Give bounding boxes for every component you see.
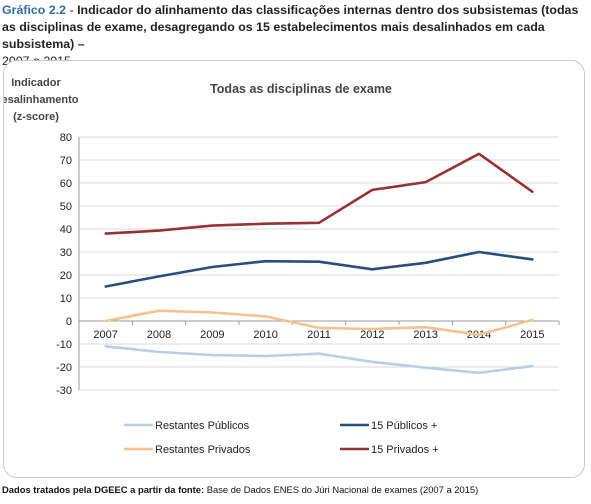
series-line-15-privados-plus xyxy=(104,152,534,235)
x-tick-label: 2007 xyxy=(93,329,117,341)
y-axis: 80 70 60 50 40 30 20 10 0 -10 -20 -30 xyxy=(56,132,80,397)
y-tick-label: -20 xyxy=(56,362,72,374)
legend-label: Restantes Privados xyxy=(155,444,251,456)
x-tick-label: 2013 xyxy=(413,329,437,341)
figure-title: Indicador do alinhamento das classificaç… xyxy=(2,3,579,51)
y-tick-label: 20 xyxy=(60,270,72,282)
y-tick-label: -30 xyxy=(56,385,72,397)
legend-label: 15 Privados + xyxy=(371,444,439,456)
x-tick-label: 2015 xyxy=(520,329,544,341)
x-tick-label: 2009 xyxy=(200,329,224,341)
x-tick-label: 2012 xyxy=(360,329,384,341)
x-tick-label: 2010 xyxy=(253,329,277,341)
y-tick-label: 70 xyxy=(60,155,72,167)
source-prefix: Dados tratados pela DGEEC a partir da fo… xyxy=(2,484,205,495)
legend-label: Restantes Públicos xyxy=(155,420,250,432)
y-tick-label: 30 xyxy=(60,247,72,259)
gridlines xyxy=(79,136,559,391)
x-axis: 2007 2008 2009 2010 2011 2012 2013 2014 2015 xyxy=(78,320,560,341)
x-tick-label: 2011 xyxy=(307,329,331,341)
chart-frame: Todas as disciplinas de exame Indicador … xyxy=(0,60,585,478)
y-tick-label: 80 xyxy=(60,132,72,144)
y-tick-label: 40 xyxy=(60,224,72,236)
figure-caption: Gráfico 2.2 - Indicador do alinhamento d… xyxy=(2,2,587,70)
legend-label: 15 Públicos + xyxy=(371,420,437,432)
caption-separator: - xyxy=(66,3,78,17)
x-tick-label: 2008 xyxy=(147,329,171,341)
source-note: Dados tratados pela DGEEC a partir da fo… xyxy=(2,484,478,495)
y-tick-label: 10 xyxy=(60,293,72,305)
y-tick-label: -10 xyxy=(56,339,72,351)
series-line-restantes-publicos xyxy=(104,344,534,375)
chart-title: Todas as disciplinas de exame xyxy=(210,82,392,96)
source-text: Base de Dados ENES do Júri Nacional de e… xyxy=(204,484,479,495)
series-lines xyxy=(104,152,534,375)
series-line-restantes-privados xyxy=(104,309,534,337)
figure-number: Gráfico 2.2 xyxy=(2,3,67,17)
y-axis-label-line-3: (z-score) xyxy=(13,111,59,123)
y-axis-label-line-2: Desalinhamento xyxy=(4,94,79,106)
y-tick-label: 0 xyxy=(66,316,72,328)
y-axis-label-line-1: Indicador xyxy=(11,77,61,89)
y-tick-label: 50 xyxy=(60,201,72,213)
y-tick-label: 60 xyxy=(60,178,72,190)
line-chart: Todas as disciplinas de exame Indicador … xyxy=(0,77,560,456)
series-line-15-publicos-plus xyxy=(104,250,534,288)
legend: Restantes Públicos 15 Públicos + Restantes… xyxy=(124,420,439,456)
